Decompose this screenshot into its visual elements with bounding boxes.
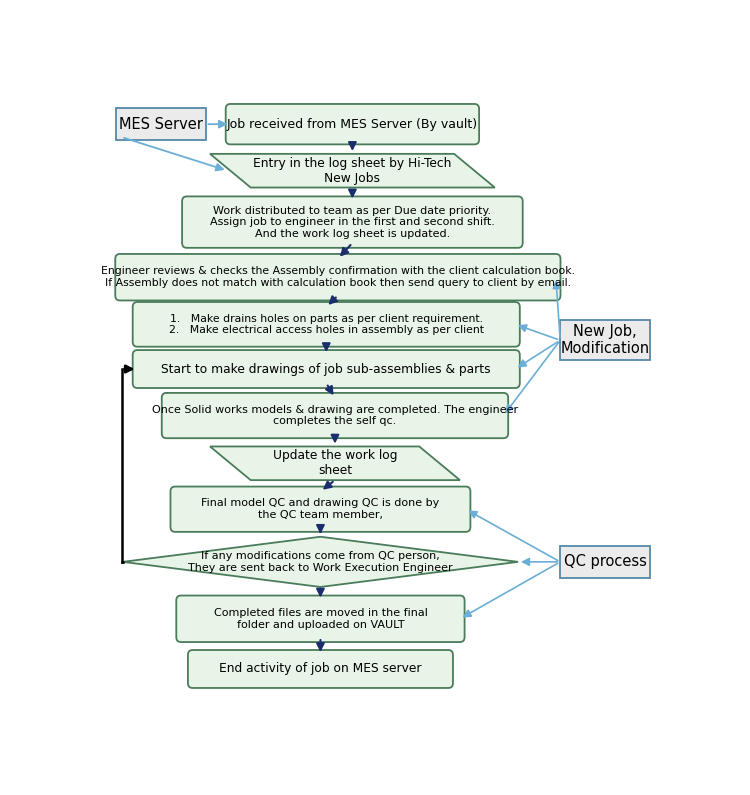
FancyBboxPatch shape (182, 196, 523, 248)
Text: MES Server: MES Server (118, 117, 202, 132)
Text: Completed files are moved in the final
folder and uploaded on VAULT: Completed files are moved in the final f… (214, 608, 427, 630)
Bar (116, 108, 206, 140)
FancyBboxPatch shape (162, 393, 509, 438)
Text: Final model QC and drawing QC is done by
the QC team member,: Final model QC and drawing QC is done by… (201, 498, 440, 520)
Text: If any modifications come from QC person,
They are sent back to Work Execution E: If any modifications come from QC person… (188, 551, 453, 572)
FancyBboxPatch shape (116, 254, 560, 301)
Polygon shape (210, 447, 460, 480)
Text: End activity of job on MES server: End activity of job on MES server (219, 662, 422, 676)
Polygon shape (123, 537, 518, 587)
FancyBboxPatch shape (226, 104, 479, 145)
FancyBboxPatch shape (133, 302, 520, 347)
FancyBboxPatch shape (188, 650, 453, 688)
FancyBboxPatch shape (170, 487, 470, 532)
FancyBboxPatch shape (133, 350, 520, 388)
Bar (560, 320, 650, 360)
Text: 1.   Make drains holes on parts as per client requirement.
2.   Make electrical : 1. Make drains holes on parts as per cli… (169, 313, 484, 335)
Text: Work distributed to team as per Due date priority.
Assign job to engineer in the: Work distributed to team as per Due date… (210, 206, 495, 238)
Text: New Job,
Modification: New Job, Modification (561, 324, 650, 356)
Text: Update the work log
sheet: Update the work log sheet (273, 449, 398, 477)
Bar (560, 546, 650, 578)
Polygon shape (210, 154, 495, 188)
Text: Once Solid works models & drawing are completed. The engineer
completes the self: Once Solid works models & drawing are co… (152, 405, 518, 426)
Text: Entry in the log sheet by Hi-Tech
New Jobs: Entry in the log sheet by Hi-Tech New Jo… (254, 157, 452, 184)
Text: Engineer reviews & checks the Assembly confirmation with the client calculation : Engineer reviews & checks the Assembly c… (100, 266, 574, 288)
Text: Start to make drawings of job sub-assemblies & parts: Start to make drawings of job sub-assemb… (161, 363, 491, 375)
Text: QC process: QC process (564, 554, 646, 569)
Text: Job received from MES Server (By vault): Job received from MES Server (By vault) (226, 118, 478, 130)
FancyBboxPatch shape (176, 595, 464, 642)
